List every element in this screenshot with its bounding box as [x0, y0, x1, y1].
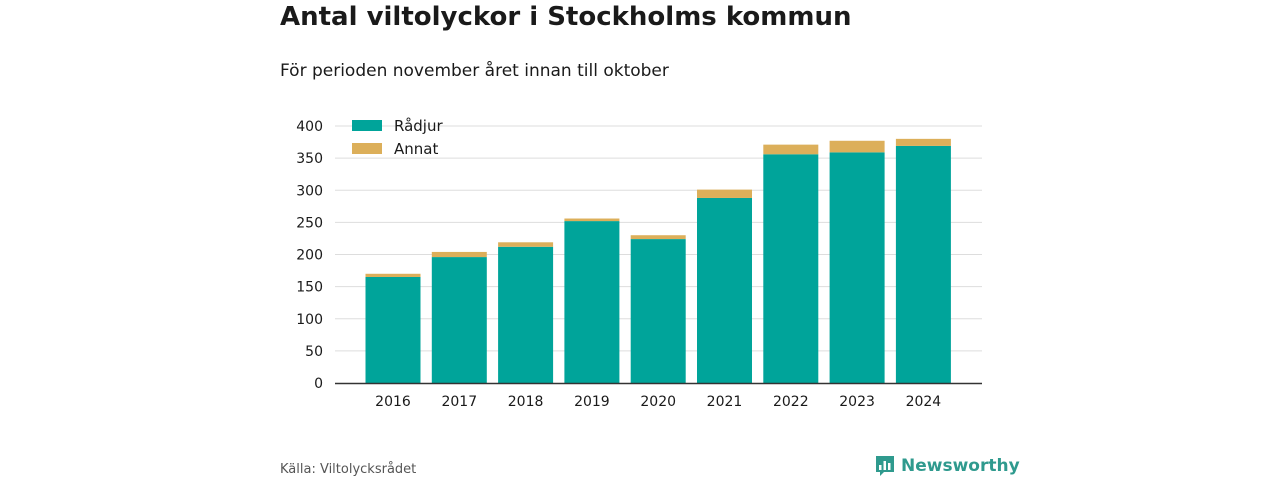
y-tick-label: 250 [296, 215, 323, 231]
bar-annat-2017 [431, 251, 487, 258]
bar-radjur-2024 [895, 145, 951, 383]
chart-title: Antal viltolyckor i Stockholms kommun [280, 2, 852, 32]
bar-radjur-2019 [564, 221, 620, 383]
bar-annat-2023 [829, 140, 885, 153]
y-tick-label: 300 [296, 183, 323, 199]
bar-radjur-2021 [697, 197, 752, 383]
bar-annat-2018 [498, 242, 554, 247]
bar-annat-2022 [763, 144, 819, 155]
legend-swatch [352, 120, 382, 131]
bar-radjur-2016 [365, 276, 421, 383]
bar-annat-2020 [630, 235, 686, 240]
x-axis-ticks: 2016 2017 2018 2019 2020 2021 2022 2023 2024 [375, 394, 941, 410]
bar-radjur-2017 [431, 257, 487, 383]
brand-logo: Newsworthy [875, 455, 1020, 477]
bar-radjur-2022 [763, 154, 819, 383]
y-tick-label: 50 [305, 344, 323, 360]
legend-label: Annat [394, 140, 438, 158]
bars [365, 138, 951, 383]
y-tick-label: 200 [296, 248, 323, 264]
y-tick-label: 0 [314, 376, 323, 392]
x-tick-label: 2017 [441, 394, 477, 410]
y-tick-label: 100 [296, 312, 323, 328]
bar-annat-2016 [365, 273, 421, 277]
legend: Rådjur Annat [352, 117, 443, 158]
y-tick-label: 350 [296, 151, 323, 167]
y-tick-label: 400 [296, 119, 323, 135]
x-tick-label: 2020 [640, 394, 676, 410]
x-tick-label: 2024 [906, 394, 942, 410]
newsworthy-logo-icon [876, 456, 894, 476]
brand-name: Newsworthy [901, 456, 1020, 476]
source-note: Källa: Viltolycksrådet [280, 462, 417, 477]
x-tick-label: 2022 [773, 394, 809, 410]
bar-annat-2024 [895, 138, 951, 146]
x-tick-label: 2019 [574, 394, 610, 410]
chart-subtitle: För perioden november året innan till ok… [280, 61, 669, 81]
x-tick-label: 2021 [707, 394, 743, 410]
y-axis-ticks: 0 50 100 150 200 250 300 350 400 [296, 119, 323, 392]
bar-radjur-2023 [829, 152, 885, 383]
legend-label: Rådjur [394, 117, 443, 135]
x-tick-label: 2023 [839, 394, 875, 410]
bar-annat-2019 [564, 218, 620, 222]
bar-radjur-2020 [630, 239, 686, 383]
bar-annat-2021 [697, 189, 752, 198]
y-tick-label: 150 [296, 280, 323, 296]
bar-radjur-2018 [498, 246, 554, 383]
x-tick-label: 2018 [508, 394, 544, 410]
legend-swatch [352, 143, 382, 154]
x-tick-label: 2016 [375, 394, 411, 410]
